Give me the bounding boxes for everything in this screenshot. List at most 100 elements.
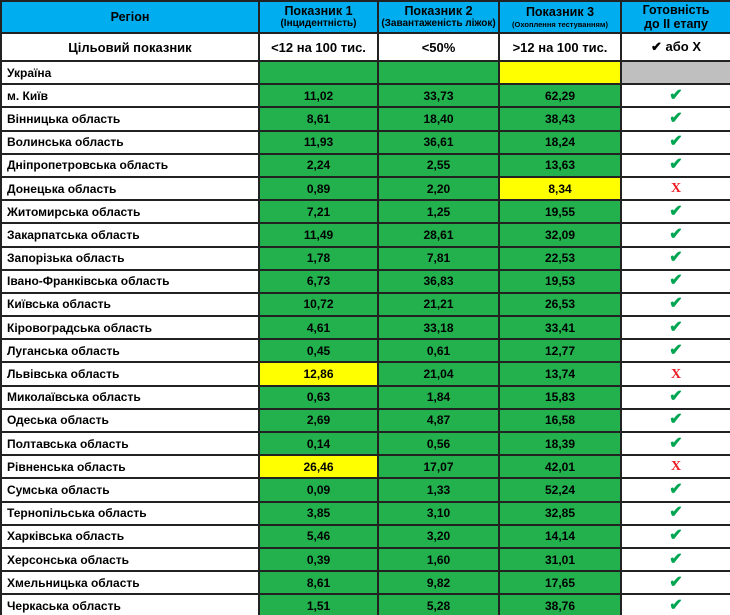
col-header-indicator2: Показник 2 (Завантаженість ліжок) <box>377 0 500 34</box>
indicator2-value-cell: 18,40 <box>377 106 500 132</box>
readiness-status-cell: ✔ <box>620 338 730 364</box>
target-indicator2-value: <50% <box>377 32 500 62</box>
readiness-status-cell <box>620 59 730 86</box>
indicator1-subtitle: (Інцидентність) <box>280 18 357 29</box>
readiness-status-cell: ✔ <box>620 245 730 271</box>
table-row: Закарпатська область 11,49 28,61 32,09 ✔ <box>0 222 730 248</box>
check-mark-icon: ✔ <box>669 225 683 243</box>
table-row: Вінницька область 8,61 18,40 38,43 ✔ <box>0 106 730 132</box>
readiness-status-cell: ✔ <box>620 570 730 596</box>
readiness-status-cell: ✔ <box>620 407 730 434</box>
indicator2-value-cell: 33,73 <box>377 83 500 109</box>
indicator3-value-cell: 13,63 <box>498 152 622 178</box>
region-name-cell: Луганська область <box>0 338 260 364</box>
indicator3-value-cell: 32,85 <box>498 500 622 526</box>
indicator3-value-cell: 19,55 <box>498 199 622 225</box>
table-header: Регіон Показник 1 (Інцидентність) Показн… <box>0 0 730 62</box>
readiness-status-cell: ✔ <box>620 199 730 225</box>
indicator1-value-cell: 26,46 <box>258 454 379 480</box>
indicator1-value-cell: 11,02 <box>258 83 379 109</box>
table-row: Херсонська область 0,39 1,60 31,01 ✔ <box>0 546 730 573</box>
table-row: Донецька область 0,89 2,20 8,34 Х <box>0 175 730 202</box>
indicator2-value-cell: 5,28 <box>377 593 500 615</box>
indicator2-value-cell: 9,82 <box>377 570 500 596</box>
table-row: Україна <box>0 59 730 86</box>
readiness-status-cell: Х <box>620 175 730 202</box>
indicator1-title: Показник 1 <box>284 4 353 18</box>
region-name-cell: Київська область <box>0 291 260 318</box>
indicator1-value-cell: 7,21 <box>258 199 379 225</box>
target-indicator-row: Цільовий показник <12 на 100 тис. <50% >… <box>0 32 730 62</box>
cross-mark-icon: Х <box>670 459 682 475</box>
check-mark-icon: ✔ <box>669 504 683 522</box>
check-mark-icon: ✔ <box>669 388 683 406</box>
indicator1-value-cell: 8,61 <box>258 570 379 596</box>
indicator1-value-cell <box>258 59 379 86</box>
indicator2-value-cell: 3,20 <box>377 523 500 549</box>
indicator2-value-cell: 2,55 <box>377 152 500 178</box>
indicator1-value-cell: 0,14 <box>258 430 379 457</box>
indicator3-value-cell: 52,24 <box>498 477 622 503</box>
indicator1-value-cell: 3,85 <box>258 500 379 526</box>
region-name-cell: Тернопільська область <box>0 500 260 526</box>
region-name-cell: Харківська область <box>0 523 260 549</box>
indicator2-value-cell: 4,87 <box>377 407 500 434</box>
check-mark-icon: ✔ <box>669 550 683 568</box>
region-name-cell: Дніпропетровська область <box>0 152 260 178</box>
indicator2-value-cell: 36,61 <box>377 129 500 155</box>
indicator1-value-cell: 11,93 <box>258 129 379 155</box>
readiness-status-cell: ✔ <box>620 477 730 503</box>
indicator3-value-cell: 13,74 <box>498 361 622 387</box>
table-row: Дніпропетровська область 2,24 2,55 13,63 ✔ <box>0 152 730 178</box>
region-name-cell: Вінницька область <box>0 106 260 132</box>
indicator1-value-cell: 4,61 <box>258 315 379 341</box>
check-mark-icon: ✔ <box>669 527 683 545</box>
check-mark-icon: ✔ <box>669 109 683 127</box>
col-header-region-label: Регіон <box>110 10 150 24</box>
check-mark-icon: ✔ <box>669 202 683 220</box>
region-name-cell: Львівська область <box>0 361 260 387</box>
target-readiness-legend: ✔ або Х <box>620 32 730 62</box>
indicator3-title: Показник 3 <box>525 4 595 19</box>
col-header-indicator3: Показник 3 (Охоплення тестуванням) <box>498 0 622 34</box>
indicator1-value-cell: 8,61 <box>258 106 379 132</box>
target-row-label: Цільовий показник <box>0 32 260 62</box>
indicator1-value-cell: 0,89 <box>258 175 379 202</box>
indicator3-value-cell <box>498 59 622 86</box>
indicator1-value-cell: 5,46 <box>258 523 379 549</box>
indicator1-value-cell: 0,39 <box>258 546 379 573</box>
indicator2-subtitle: (Завантаженість ліжок) <box>381 18 496 29</box>
readiness-status-cell: Х <box>620 454 730 480</box>
indicator1-value-cell: 0,45 <box>258 338 379 364</box>
check-mark-icon: ✔ <box>669 480 683 498</box>
indicator3-value-cell: 26,53 <box>498 291 622 318</box>
check-mark-icon: ✔ <box>669 86 683 104</box>
check-mark-icon: ✔ <box>669 133 683 151</box>
table-body: Україна м. Київ 11,02 33,73 62,29 ✔ Вінницька … <box>0 59 730 615</box>
readiness-status-cell: ✔ <box>620 152 730 178</box>
indicator1-value-cell: 10,72 <box>258 291 379 318</box>
target-indicator3-value: >12 на 100 тис. <box>498 32 622 62</box>
readiness-status-cell: ✔ <box>620 129 730 155</box>
region-name-cell: Черкаська область <box>0 593 260 615</box>
check-mark-icon: ✔ <box>669 249 683 267</box>
check-mark-icon: ✔ <box>669 318 683 336</box>
indicator1-value-cell: 11,49 <box>258 222 379 248</box>
check-mark-icon: ✔ <box>669 411 683 429</box>
region-name-cell: м. Київ <box>0 83 260 109</box>
region-name-cell: Кіровоградська область <box>0 315 260 341</box>
readiness-status-cell: ✔ <box>620 291 730 318</box>
col-header-readiness: Готовність до ІІ етапу <box>620 0 730 34</box>
table-row: м. Київ 11,02 33,73 62,29 ✔ <box>0 83 730 109</box>
readiness-status-cell: ✔ <box>620 500 730 526</box>
check-mark-icon: ✔ <box>669 156 683 174</box>
indicator2-value-cell: 2,20 <box>377 175 500 202</box>
check-mark-icon: ✔ <box>669 272 683 290</box>
indicator2-value-cell <box>377 59 500 86</box>
indicator3-value-cell: 42,01 <box>498 454 622 480</box>
indicator1-value-cell: 0,63 <box>258 384 379 410</box>
region-name-cell: Сумська область <box>0 477 260 503</box>
region-name-cell: Хмельницька область <box>0 570 260 596</box>
